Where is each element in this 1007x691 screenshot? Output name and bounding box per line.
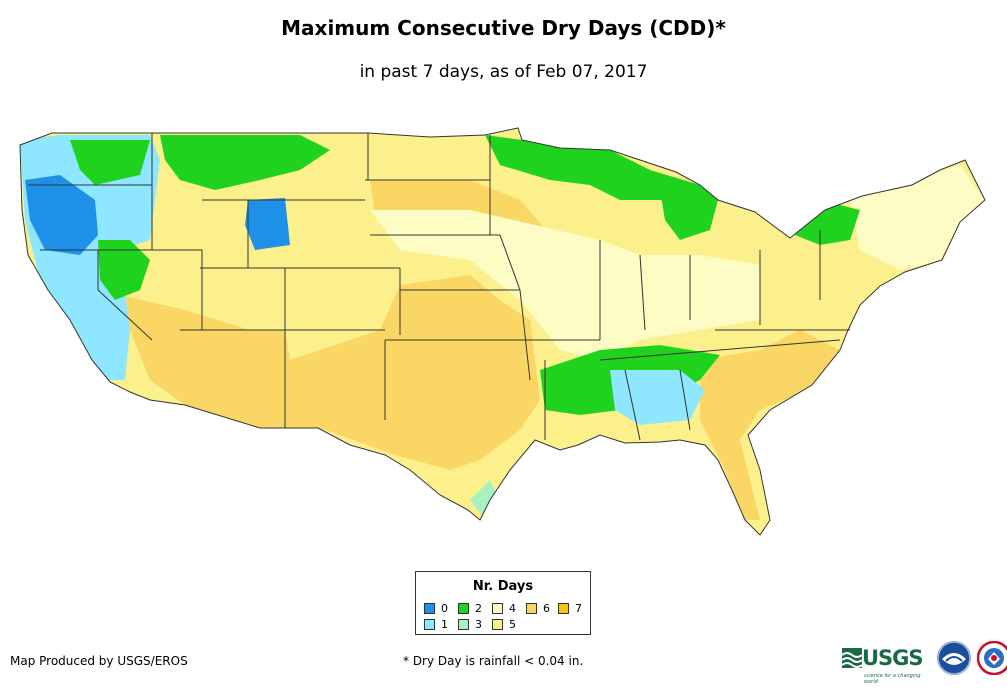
map-subtitle: in past 7 days, as of Feb 07, 2017 <box>359 62 648 82</box>
fill-2-washington <box>70 140 150 185</box>
legend-item-5: 5 <box>492 618 516 631</box>
fill-0-wyoming <box>245 198 290 250</box>
legend-label-7: 7 <box>575 602 582 615</box>
nws-seal-icon <box>976 640 1007 676</box>
legend-swatch-1 <box>424 619 435 630</box>
legend-item-4: 4 <box>492 602 516 615</box>
usgs-wordmark: USGS <box>862 646 924 670</box>
legend-swatch-7 <box>558 603 569 614</box>
usgs-tagline: science for a changing world <box>864 673 921 685</box>
legend-item-0: 0 <box>424 602 448 615</box>
legend-item-7: 7 <box>558 602 582 615</box>
fill-2-great-lakes <box>485 135 700 200</box>
fill-2-michigan <box>660 185 718 240</box>
legend-item-1: 1 <box>424 618 448 631</box>
legend-swatch-2 <box>458 603 469 614</box>
state-borders <box>19 127 986 536</box>
cdd-map <box>19 127 986 536</box>
fill-4-midwest <box>370 210 760 360</box>
legend-item-3: 3 <box>458 618 482 631</box>
agency-logos: USGS science for a changing world <box>842 640 1007 685</box>
legend-label-3: 3 <box>475 618 482 631</box>
map-title: Maximum Consecutive Dry Days (CDD)* <box>281 16 726 40</box>
legend-label-1: 1 <box>441 618 448 631</box>
fill-4-illinois <box>600 250 650 320</box>
usgs-logo: USGS science for a changing world <box>842 646 924 685</box>
fill-6-southeast <box>700 330 840 520</box>
fill-6-southwest <box>100 275 540 470</box>
legend-item-6: 6 <box>526 602 550 615</box>
usgs-wave-icon <box>842 648 862 668</box>
fill-2-nevada <box>98 240 150 300</box>
us-outline <box>19 127 986 536</box>
fill-0-oregon <box>25 175 98 255</box>
legend: Nr. Days 0 1 2 3 4 5 6 7 <box>415 571 591 635</box>
legend-label-5: 5 <box>509 618 516 631</box>
fill-2-montana <box>160 135 330 190</box>
legend-swatch-6 <box>526 603 537 614</box>
legend-label-4: 4 <box>509 602 516 615</box>
legend-label-2: 2 <box>475 602 482 615</box>
legend-label-6: 6 <box>543 602 550 615</box>
legend-swatch-3 <box>458 619 469 630</box>
legend-swatch-0 <box>424 603 435 614</box>
map-credit: Map Produced by USGS/EROS <box>10 654 188 668</box>
legend-swatch-4 <box>492 603 503 614</box>
footnote: * Dry Day is rainfall < 0.04 in. <box>403 654 584 668</box>
noaa-seal-icon <box>936 641 971 675</box>
legend-label-0: 0 <box>441 602 448 615</box>
legend-item-2: 2 <box>458 602 482 615</box>
legend-title: Nr. Days <box>472 579 534 594</box>
legend-swatch-5 <box>492 619 503 630</box>
